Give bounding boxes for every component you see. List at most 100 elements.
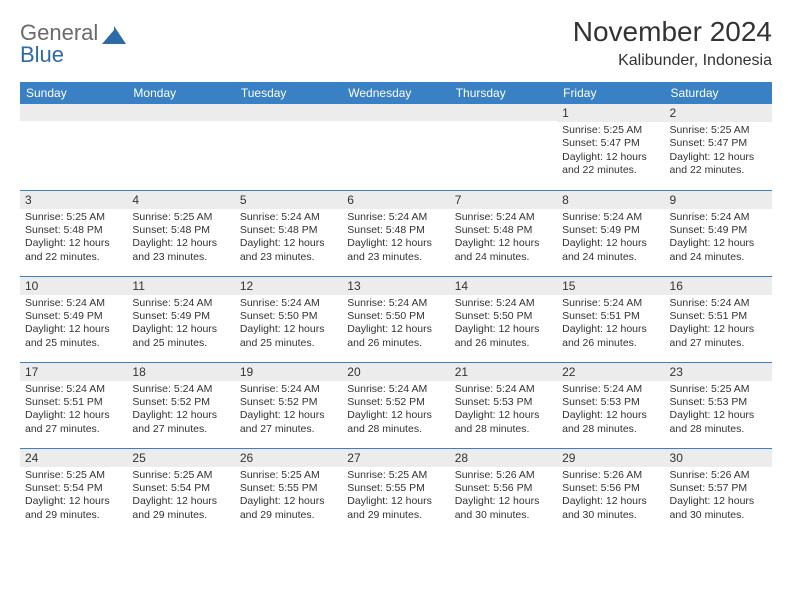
day-details: Sunrise: 5:24 AMSunset: 5:51 PMDaylight:… (20, 381, 127, 441)
calendar-day-cell (20, 104, 127, 190)
day-number: 8 (557, 191, 664, 209)
calendar-table: SundayMondayTuesdayWednesdayThursdayFrid… (20, 82, 772, 534)
day-details: Sunrise: 5:26 AMSunset: 5:56 PMDaylight:… (557, 467, 664, 527)
day-details: Sunrise: 5:24 AMSunset: 5:49 PMDaylight:… (557, 209, 664, 269)
calendar-day-cell: 21Sunrise: 5:24 AMSunset: 5:53 PMDayligh… (450, 362, 557, 448)
calendar-day-cell: 17Sunrise: 5:24 AMSunset: 5:51 PMDayligh… (20, 362, 127, 448)
day-details: Sunrise: 5:25 AMSunset: 5:54 PMDaylight:… (127, 467, 234, 527)
day-number: 19 (235, 363, 342, 381)
calendar-day-cell: 8Sunrise: 5:24 AMSunset: 5:49 PMDaylight… (557, 190, 664, 276)
day-details: Sunrise: 5:25 AMSunset: 5:47 PMDaylight:… (557, 122, 664, 182)
day-details: Sunrise: 5:24 AMSunset: 5:53 PMDaylight:… (450, 381, 557, 441)
day-number: 6 (342, 191, 449, 209)
day-details: Sunrise: 5:24 AMSunset: 5:50 PMDaylight:… (342, 295, 449, 355)
day-number: 2 (665, 104, 772, 122)
calendar-day-cell: 9Sunrise: 5:24 AMSunset: 5:49 PMDaylight… (665, 190, 772, 276)
logo: General Blue (20, 16, 128, 66)
day-details: Sunrise: 5:26 AMSunset: 5:57 PMDaylight:… (665, 467, 772, 527)
day-number: 3 (20, 191, 127, 209)
day-number (450, 104, 557, 121)
day-details: Sunrise: 5:24 AMSunset: 5:51 PMDaylight:… (665, 295, 772, 355)
day-details: Sunrise: 5:24 AMSunset: 5:52 PMDaylight:… (127, 381, 234, 441)
day-number: 16 (665, 277, 772, 295)
day-details: Sunrise: 5:24 AMSunset: 5:52 PMDaylight:… (342, 381, 449, 441)
calendar-day-cell: 1Sunrise: 5:25 AMSunset: 5:47 PMDaylight… (557, 104, 664, 190)
day-number: 10 (20, 277, 127, 295)
day-details: Sunrise: 5:24 AMSunset: 5:52 PMDaylight:… (235, 381, 342, 441)
calendar-body: 1Sunrise: 5:25 AMSunset: 5:47 PMDaylight… (20, 104, 772, 534)
day-number: 22 (557, 363, 664, 381)
logo-text-1: General (20, 22, 98, 44)
day-details: Sunrise: 5:25 AMSunset: 5:48 PMDaylight:… (127, 209, 234, 269)
day-number (127, 104, 234, 121)
calendar-day-cell: 5Sunrise: 5:24 AMSunset: 5:48 PMDaylight… (235, 190, 342, 276)
day-header-thursday: Thursday (450, 82, 557, 104)
calendar-day-cell: 16Sunrise: 5:24 AMSunset: 5:51 PMDayligh… (665, 276, 772, 362)
calendar-day-cell: 12Sunrise: 5:24 AMSunset: 5:50 PMDayligh… (235, 276, 342, 362)
day-number: 12 (235, 277, 342, 295)
calendar-week-row: 1Sunrise: 5:25 AMSunset: 5:47 PMDaylight… (20, 104, 772, 190)
day-number: 25 (127, 449, 234, 467)
day-number: 20 (342, 363, 449, 381)
calendar-week-row: 10Sunrise: 5:24 AMSunset: 5:49 PMDayligh… (20, 276, 772, 362)
day-number (235, 104, 342, 121)
calendar-day-cell (450, 104, 557, 190)
day-details: Sunrise: 5:25 AMSunset: 5:55 PMDaylight:… (235, 467, 342, 527)
calendar-week-row: 3Sunrise: 5:25 AMSunset: 5:48 PMDaylight… (20, 190, 772, 276)
day-number: 11 (127, 277, 234, 295)
calendar-day-cell: 25Sunrise: 5:25 AMSunset: 5:54 PMDayligh… (127, 448, 234, 534)
calendar-day-cell: 19Sunrise: 5:24 AMSunset: 5:52 PMDayligh… (235, 362, 342, 448)
calendar-day-cell: 4Sunrise: 5:25 AMSunset: 5:48 PMDaylight… (127, 190, 234, 276)
calendar-day-cell: 26Sunrise: 5:25 AMSunset: 5:55 PMDayligh… (235, 448, 342, 534)
day-details: Sunrise: 5:24 AMSunset: 5:50 PMDaylight:… (235, 295, 342, 355)
page-title: November 2024 (573, 16, 772, 48)
day-number: 13 (342, 277, 449, 295)
calendar-day-cell: 6Sunrise: 5:24 AMSunset: 5:48 PMDaylight… (342, 190, 449, 276)
day-header-friday: Friday (557, 82, 664, 104)
day-number: 17 (20, 363, 127, 381)
day-details: Sunrise: 5:24 AMSunset: 5:48 PMDaylight:… (342, 209, 449, 269)
calendar-day-cell: 30Sunrise: 5:26 AMSunset: 5:57 PMDayligh… (665, 448, 772, 534)
calendar-day-cell: 14Sunrise: 5:24 AMSunset: 5:50 PMDayligh… (450, 276, 557, 362)
calendar-day-cell: 22Sunrise: 5:24 AMSunset: 5:53 PMDayligh… (557, 362, 664, 448)
day-number: 18 (127, 363, 234, 381)
day-details: Sunrise: 5:26 AMSunset: 5:56 PMDaylight:… (450, 467, 557, 527)
calendar-day-cell: 11Sunrise: 5:24 AMSunset: 5:49 PMDayligh… (127, 276, 234, 362)
day-number: 7 (450, 191, 557, 209)
day-number: 21 (450, 363, 557, 381)
day-header-monday: Monday (127, 82, 234, 104)
calendar-day-cell: 27Sunrise: 5:25 AMSunset: 5:55 PMDayligh… (342, 448, 449, 534)
day-details: Sunrise: 5:24 AMSunset: 5:53 PMDaylight:… (557, 381, 664, 441)
calendar-header: SundayMondayTuesdayWednesdayThursdayFrid… (20, 82, 772, 104)
day-header-saturday: Saturday (665, 82, 772, 104)
title-block: November 2024 Kalibunder, Indonesia (573, 16, 772, 70)
logo-text-2: Blue (20, 44, 128, 66)
day-details: Sunrise: 5:24 AMSunset: 5:48 PMDaylight:… (235, 209, 342, 269)
location-label: Kalibunder, Indonesia (573, 52, 772, 70)
day-number: 29 (557, 449, 664, 467)
day-number: 15 (557, 277, 664, 295)
day-header-tuesday: Tuesday (235, 82, 342, 104)
day-number: 5 (235, 191, 342, 209)
logo-line1: General (20, 22, 128, 44)
day-header-sunday: Sunday (20, 82, 127, 104)
calendar-day-cell: 2Sunrise: 5:25 AMSunset: 5:47 PMDaylight… (665, 104, 772, 190)
calendar-day-cell: 15Sunrise: 5:24 AMSunset: 5:51 PMDayligh… (557, 276, 664, 362)
calendar-day-cell: 3Sunrise: 5:25 AMSunset: 5:48 PMDaylight… (20, 190, 127, 276)
calendar-day-cell: 10Sunrise: 5:24 AMSunset: 5:49 PMDayligh… (20, 276, 127, 362)
day-details: Sunrise: 5:24 AMSunset: 5:49 PMDaylight:… (665, 209, 772, 269)
day-number (342, 104, 449, 121)
calendar-week-row: 17Sunrise: 5:24 AMSunset: 5:51 PMDayligh… (20, 362, 772, 448)
day-number: 1 (557, 104, 664, 122)
calendar-day-cell: 28Sunrise: 5:26 AMSunset: 5:56 PMDayligh… (450, 448, 557, 534)
day-number: 30 (665, 449, 772, 467)
calendar-day-cell (342, 104, 449, 190)
day-number: 23 (665, 363, 772, 381)
day-details: Sunrise: 5:25 AMSunset: 5:54 PMDaylight:… (20, 467, 127, 527)
day-number: 27 (342, 449, 449, 467)
day-details: Sunrise: 5:25 AMSunset: 5:48 PMDaylight:… (20, 209, 127, 269)
day-number: 9 (665, 191, 772, 209)
logo-mark-icon (102, 26, 128, 44)
calendar-page: General Blue November 2024 Kalibunder, I… (0, 0, 792, 544)
day-details: Sunrise: 5:24 AMSunset: 5:51 PMDaylight:… (557, 295, 664, 355)
